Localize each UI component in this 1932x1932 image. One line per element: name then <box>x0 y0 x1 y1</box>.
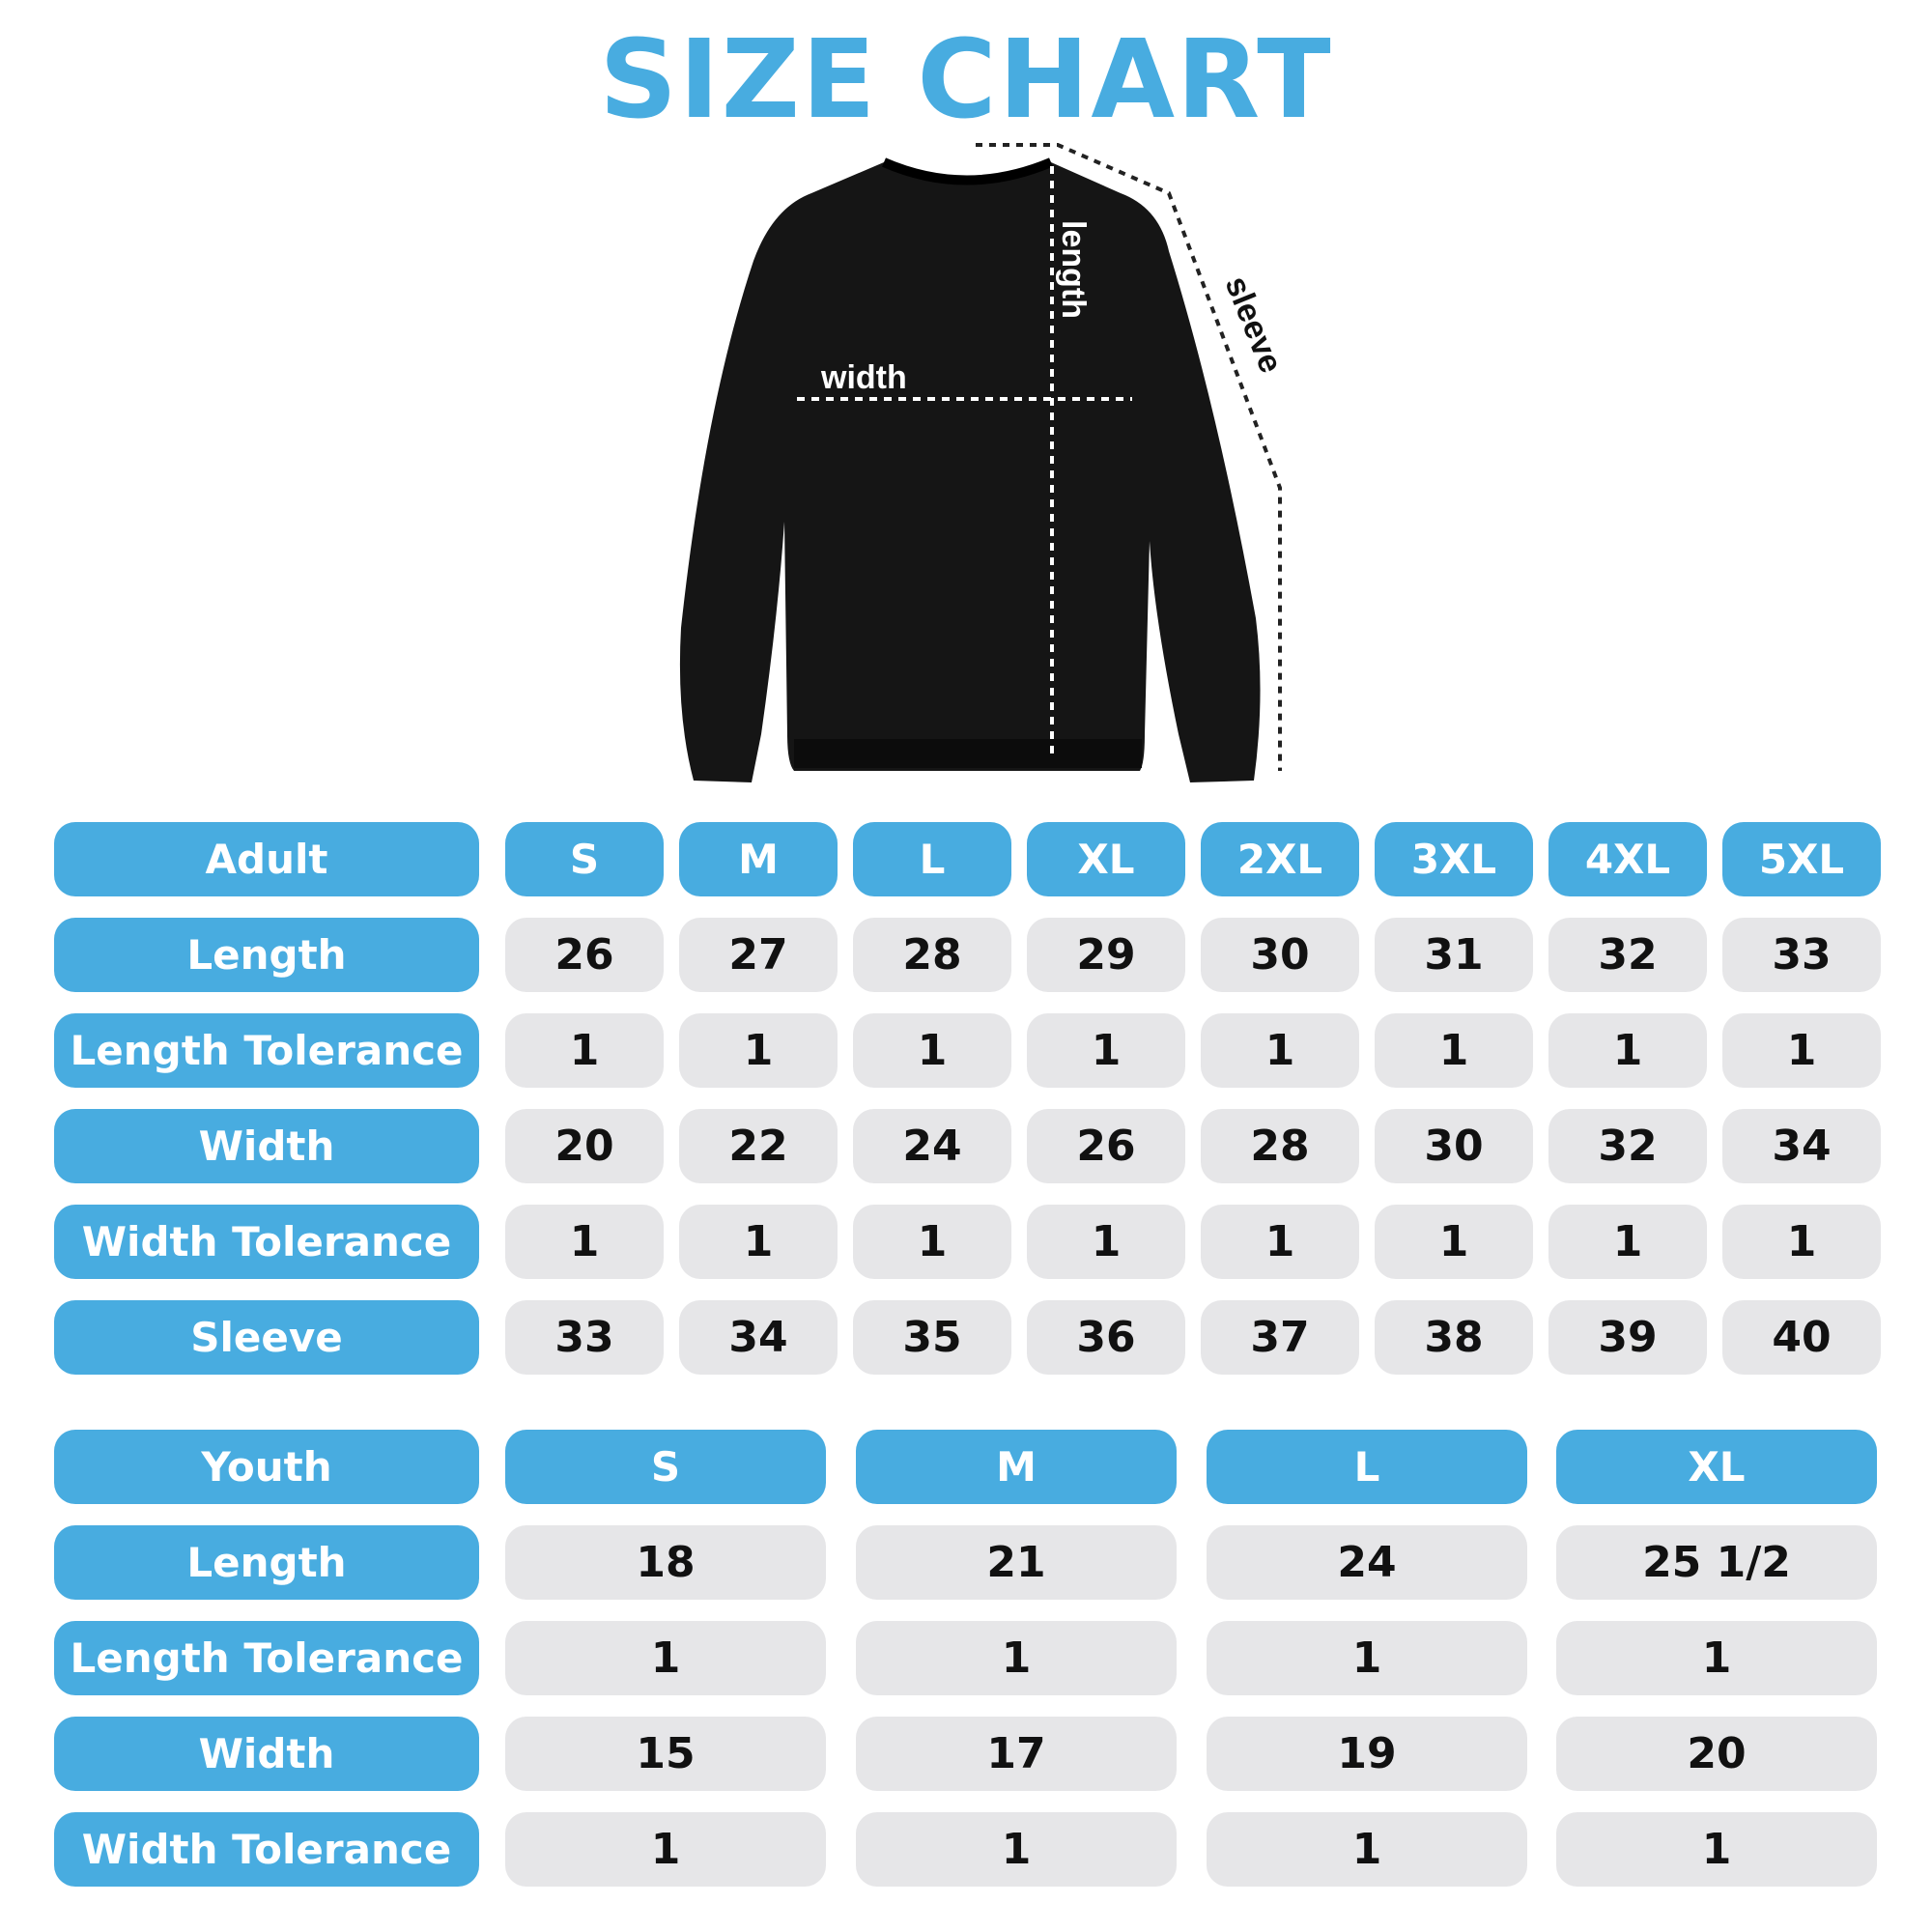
youth-value-cell: 24 <box>1207 1525 1527 1600</box>
adult-value-cell: 1 <box>1722 1013 1881 1088</box>
youth-value-cell: 19 <box>1207 1717 1527 1791</box>
adult-value-cell: 1 <box>853 1013 1011 1088</box>
youth-value-cell: 1 <box>1207 1621 1527 1695</box>
adult-value-cell: 26 <box>505 918 664 992</box>
youth-value-cell: 18 <box>505 1525 826 1600</box>
youth-value-cell: 15 <box>505 1717 826 1791</box>
youth-value-cell: 1 <box>505 1621 826 1695</box>
youth-value-cell: 17 <box>856 1717 1177 1791</box>
adult-size-4XL: 4XL <box>1548 822 1707 896</box>
youth-value-cell: 25 1/2 <box>1556 1525 1877 1600</box>
sweater-diagram: width length sleeve <box>679 143 1290 782</box>
youth-header: Youth <box>54 1430 479 1504</box>
adult-value-cell: 1 <box>505 1013 664 1088</box>
youth-size-S: S <box>505 1430 826 1504</box>
adult-size-M: M <box>679 822 838 896</box>
sweater-image <box>679 162 1261 782</box>
youth-size-L: L <box>1207 1430 1527 1504</box>
adult-value-cell: 1 <box>1027 1013 1185 1088</box>
adult-value-cell: 34 <box>679 1300 838 1375</box>
adult-header: Adult <box>54 822 479 896</box>
adult-value-cell: 1 <box>679 1205 838 1279</box>
adult-value-cell: 1 <box>853 1205 1011 1279</box>
adult-value-cell: 1 <box>1201 1205 1359 1279</box>
adult-value-cell: 39 <box>1548 1300 1707 1375</box>
youth-value-cell: 1 <box>505 1812 826 1887</box>
adult-value-cell: 20 <box>505 1109 664 1183</box>
adult-value-cell: 22 <box>679 1109 838 1183</box>
adult-row-label: Length <box>54 918 479 992</box>
youth-value-cell: 21 <box>856 1525 1177 1600</box>
adult-value-cell: 31 <box>1375 918 1533 992</box>
adult-value-cell: 1 <box>505 1205 664 1279</box>
youth-size-XL: XL <box>1556 1430 1877 1504</box>
adult-value-cell: 37 <box>1201 1300 1359 1375</box>
adult-row-label: Width <box>54 1109 479 1183</box>
youth-row-label: Width Tolerance <box>54 1812 479 1887</box>
youth-row-label: Length <box>54 1525 479 1600</box>
adult-value-cell: 1 <box>1375 1205 1533 1279</box>
adult-row-label: Width Tolerance <box>54 1205 479 1279</box>
adult-size-2XL: 2XL <box>1201 822 1359 896</box>
width-label: width <box>820 359 907 396</box>
adult-value-cell: 29 <box>1027 918 1185 992</box>
adult-size-S: S <box>505 822 664 896</box>
adult-value-cell: 33 <box>505 1300 664 1375</box>
adult-value-cell: 32 <box>1548 918 1707 992</box>
adult-row-label: Sleeve <box>54 1300 479 1375</box>
sleeve-label: sleeve <box>1218 271 1290 379</box>
youth-value-cell: 1 <box>1556 1621 1877 1695</box>
sleeve-measure-line <box>976 143 1282 771</box>
adult-value-cell: 35 <box>853 1300 1011 1375</box>
adult-value-cell: 1 <box>679 1013 838 1088</box>
adult-value-cell: 1 <box>1548 1205 1707 1279</box>
youth-row-label: Length Tolerance <box>54 1621 479 1695</box>
adult-size-XL: XL <box>1027 822 1185 896</box>
adult-value-cell: 33 <box>1722 918 1881 992</box>
adult-value-cell: 24 <box>853 1109 1011 1183</box>
adult-value-cell: 1 <box>1027 1205 1185 1279</box>
adult-value-cell: 38 <box>1375 1300 1533 1375</box>
adult-value-cell: 36 <box>1027 1300 1185 1375</box>
adult-value-cell: 28 <box>1201 1109 1359 1183</box>
sweater-hem <box>794 739 1142 768</box>
adult-value-cell: 30 <box>1375 1109 1533 1183</box>
adult-value-cell: 1 <box>1375 1013 1533 1088</box>
adult-value-cell: 28 <box>853 918 1011 992</box>
adult-row-label: Length Tolerance <box>54 1013 479 1088</box>
adult-value-cell: 26 <box>1027 1109 1185 1183</box>
youth-value-cell: 20 <box>1556 1717 1877 1791</box>
adult-value-cell: 40 <box>1722 1300 1881 1375</box>
adult-size-L: L <box>853 822 1011 896</box>
adult-size-3XL: 3XL <box>1375 822 1533 896</box>
youth-row-label: Width <box>54 1717 479 1791</box>
adult-value-cell: 1 <box>1201 1013 1359 1088</box>
adult-value-cell: 1 <box>1722 1205 1881 1279</box>
page-title: SIZE CHART <box>599 17 1333 143</box>
adult-value-cell: 32 <box>1548 1109 1707 1183</box>
youth-size-M: M <box>856 1430 1177 1504</box>
adult-value-cell: 27 <box>679 918 838 992</box>
adult-value-cell: 30 <box>1201 918 1359 992</box>
adult-value-cell: 1 <box>1548 1013 1707 1088</box>
youth-value-cell: 1 <box>1207 1812 1527 1887</box>
adult-value-cell: 34 <box>1722 1109 1881 1183</box>
length-label: length <box>1055 220 1092 319</box>
youth-value-cell: 1 <box>1556 1812 1877 1887</box>
adult-size-5XL: 5XL <box>1722 822 1881 896</box>
youth-value-cell: 1 <box>856 1621 1177 1695</box>
sweater-collar <box>882 157 1053 185</box>
youth-value-cell: 1 <box>856 1812 1177 1887</box>
